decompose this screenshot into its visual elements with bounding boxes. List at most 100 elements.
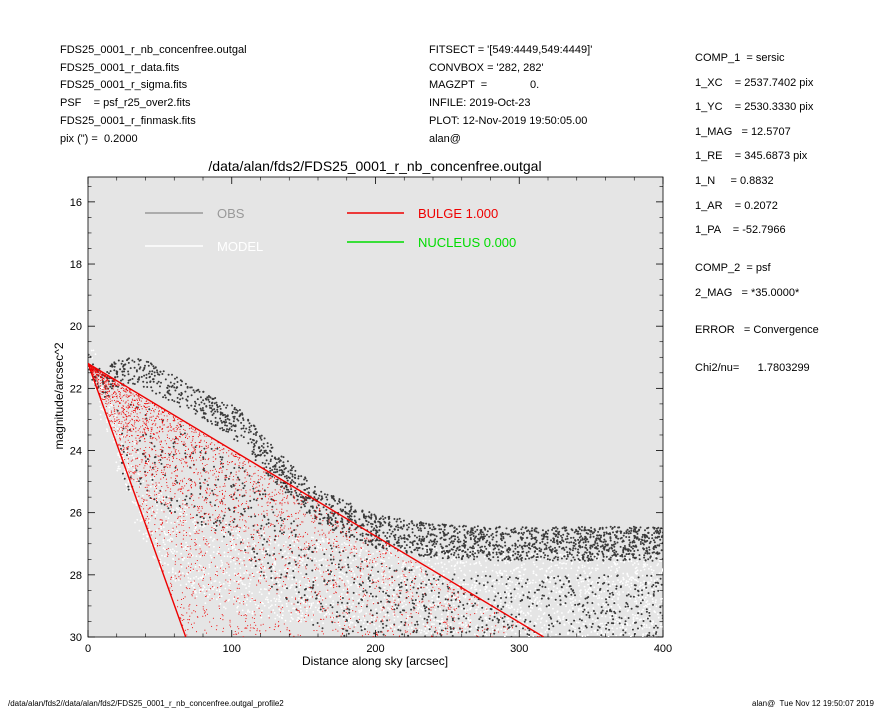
obs-point [148, 370, 151, 373]
model-point [580, 595, 582, 598]
model-point [285, 567, 288, 570]
model-point [400, 574, 403, 577]
model-point [163, 530, 166, 533]
obs-point [500, 539, 503, 542]
obs-point [132, 382, 135, 385]
model-point [515, 595, 517, 597]
obs-point [593, 643, 595, 645]
obs-point [233, 438, 236, 441]
model-point [352, 570, 355, 573]
obs-point [127, 488, 130, 491]
model-point [411, 606, 413, 609]
obs-point [407, 634, 410, 637]
model-point [168, 538, 171, 541]
model-point [299, 546, 302, 548]
model-point [577, 582, 580, 584]
model-point [617, 597, 619, 599]
obs-point [422, 524, 425, 527]
obs-point [628, 552, 631, 555]
obs-point [311, 499, 314, 502]
obs-point [205, 405, 208, 408]
obs-point [368, 511, 371, 514]
model-point [627, 575, 630, 578]
model-point [213, 538, 216, 540]
obs-point [131, 377, 134, 380]
obs-point [444, 627, 447, 630]
model-point [183, 557, 186, 559]
obs-point [600, 534, 602, 537]
model-point [468, 602, 470, 605]
model-point [236, 533, 239, 536]
model-point [636, 569, 639, 572]
obs-point [269, 458, 272, 461]
obs-point [572, 556, 575, 559]
model-point [119, 459, 122, 462]
model-point [542, 562, 545, 565]
model-point [397, 615, 399, 618]
model-point [341, 543, 343, 546]
obs-point [314, 485, 316, 488]
obs-point [560, 534, 562, 537]
model-point [481, 576, 483, 579]
model-point [465, 624, 468, 627]
obs-point [586, 638, 588, 640]
model-point [628, 578, 631, 581]
obs-point [360, 625, 362, 628]
obs-point [157, 380, 160, 383]
model-point [389, 582, 391, 585]
model-point [588, 567, 590, 569]
model-point [269, 605, 272, 608]
model-point [376, 597, 379, 600]
obs-point [420, 582, 423, 585]
model-point [202, 570, 205, 573]
model-point [629, 624, 632, 627]
model-point [406, 619, 408, 622]
obs-point [577, 650, 579, 652]
model-point [535, 573, 537, 576]
model-point [384, 590, 386, 592]
model-point [422, 603, 425, 605]
model-point [206, 550, 208, 553]
obs-point [438, 591, 440, 594]
obs-point [385, 624, 388, 627]
obs-point [402, 524, 405, 527]
obs-point [192, 452, 195, 455]
model-point [430, 604, 432, 607]
model-point [587, 553, 590, 555]
obs-point [397, 628, 400, 631]
obs-point [367, 521, 370, 524]
model-point [643, 564, 646, 566]
obs-point [242, 487, 245, 490]
model-point [213, 545, 215, 548]
obs-point [311, 559, 314, 562]
model-point [278, 608, 281, 611]
model-point [289, 566, 292, 569]
obs-point [635, 526, 638, 529]
model-point [464, 609, 467, 612]
obs-point [507, 657, 509, 659]
model-point [300, 559, 303, 561]
model-point [381, 582, 383, 584]
model-point [528, 635, 530, 637]
obs-point [550, 590, 553, 593]
model-point [99, 413, 102, 416]
model-point [172, 531, 175, 534]
model-point [598, 555, 601, 558]
model-point [108, 410, 111, 412]
obs-point [422, 595, 425, 598]
obs-point [278, 460, 281, 463]
model-point [263, 552, 266, 555]
model-point [623, 561, 626, 564]
obs-point [453, 551, 456, 554]
model-point [138, 458, 141, 460]
obs-point [444, 598, 447, 601]
model-point [499, 602, 502, 605]
model-point [312, 611, 315, 613]
obs-point [430, 556, 433, 559]
obs-point [559, 579, 562, 582]
obs-point [566, 537, 569, 540]
obs-point [360, 629, 363, 632]
model-point [491, 630, 494, 633]
model-point [114, 434, 117, 436]
model-point [466, 609, 469, 611]
